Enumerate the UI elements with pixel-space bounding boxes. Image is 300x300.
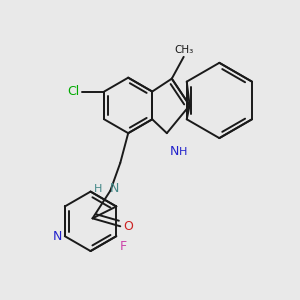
Text: F: F [119,240,126,253]
Text: H: H [94,184,102,194]
Text: N: N [52,230,62,243]
Text: Cl: Cl [67,85,80,98]
Text: CH₃: CH₃ [174,45,193,55]
Text: N: N [170,145,179,158]
Text: H: H [179,147,187,157]
Text: N: N [110,182,119,195]
Text: O: O [123,220,133,233]
